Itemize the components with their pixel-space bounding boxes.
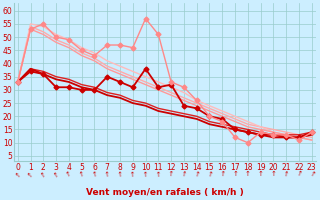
Text: ↑: ↑	[206, 171, 213, 178]
Text: ↑: ↑	[91, 171, 98, 178]
Text: ↑: ↑	[232, 171, 238, 177]
Text: ↑: ↑	[155, 171, 162, 178]
Text: ↑: ↑	[65, 170, 73, 178]
Text: ↑: ↑	[245, 171, 251, 177]
Text: ↑: ↑	[295, 171, 303, 178]
Text: ↑: ↑	[258, 171, 264, 177]
Text: ↑: ↑	[219, 171, 226, 178]
Text: ↑: ↑	[78, 171, 85, 178]
Text: ↑: ↑	[270, 171, 276, 177]
Text: ↑: ↑	[308, 170, 316, 178]
Text: ↑: ↑	[283, 171, 290, 178]
Text: ↑: ↑	[13, 170, 22, 179]
Text: ↑: ↑	[180, 171, 187, 178]
X-axis label: Vent moyen/en rafales ( km/h ): Vent moyen/en rafales ( km/h )	[86, 188, 244, 197]
Text: ↑: ↑	[116, 171, 124, 178]
Text: ↑: ↑	[142, 171, 149, 178]
Text: ↑: ↑	[168, 171, 174, 178]
Text: ↑: ↑	[130, 171, 136, 178]
Text: ↑: ↑	[26, 170, 35, 179]
Text: ↑: ↑	[52, 170, 60, 178]
Text: ↑: ↑	[39, 170, 47, 178]
Text: ↑: ↑	[104, 171, 111, 178]
Text: ↑: ↑	[193, 171, 200, 178]
